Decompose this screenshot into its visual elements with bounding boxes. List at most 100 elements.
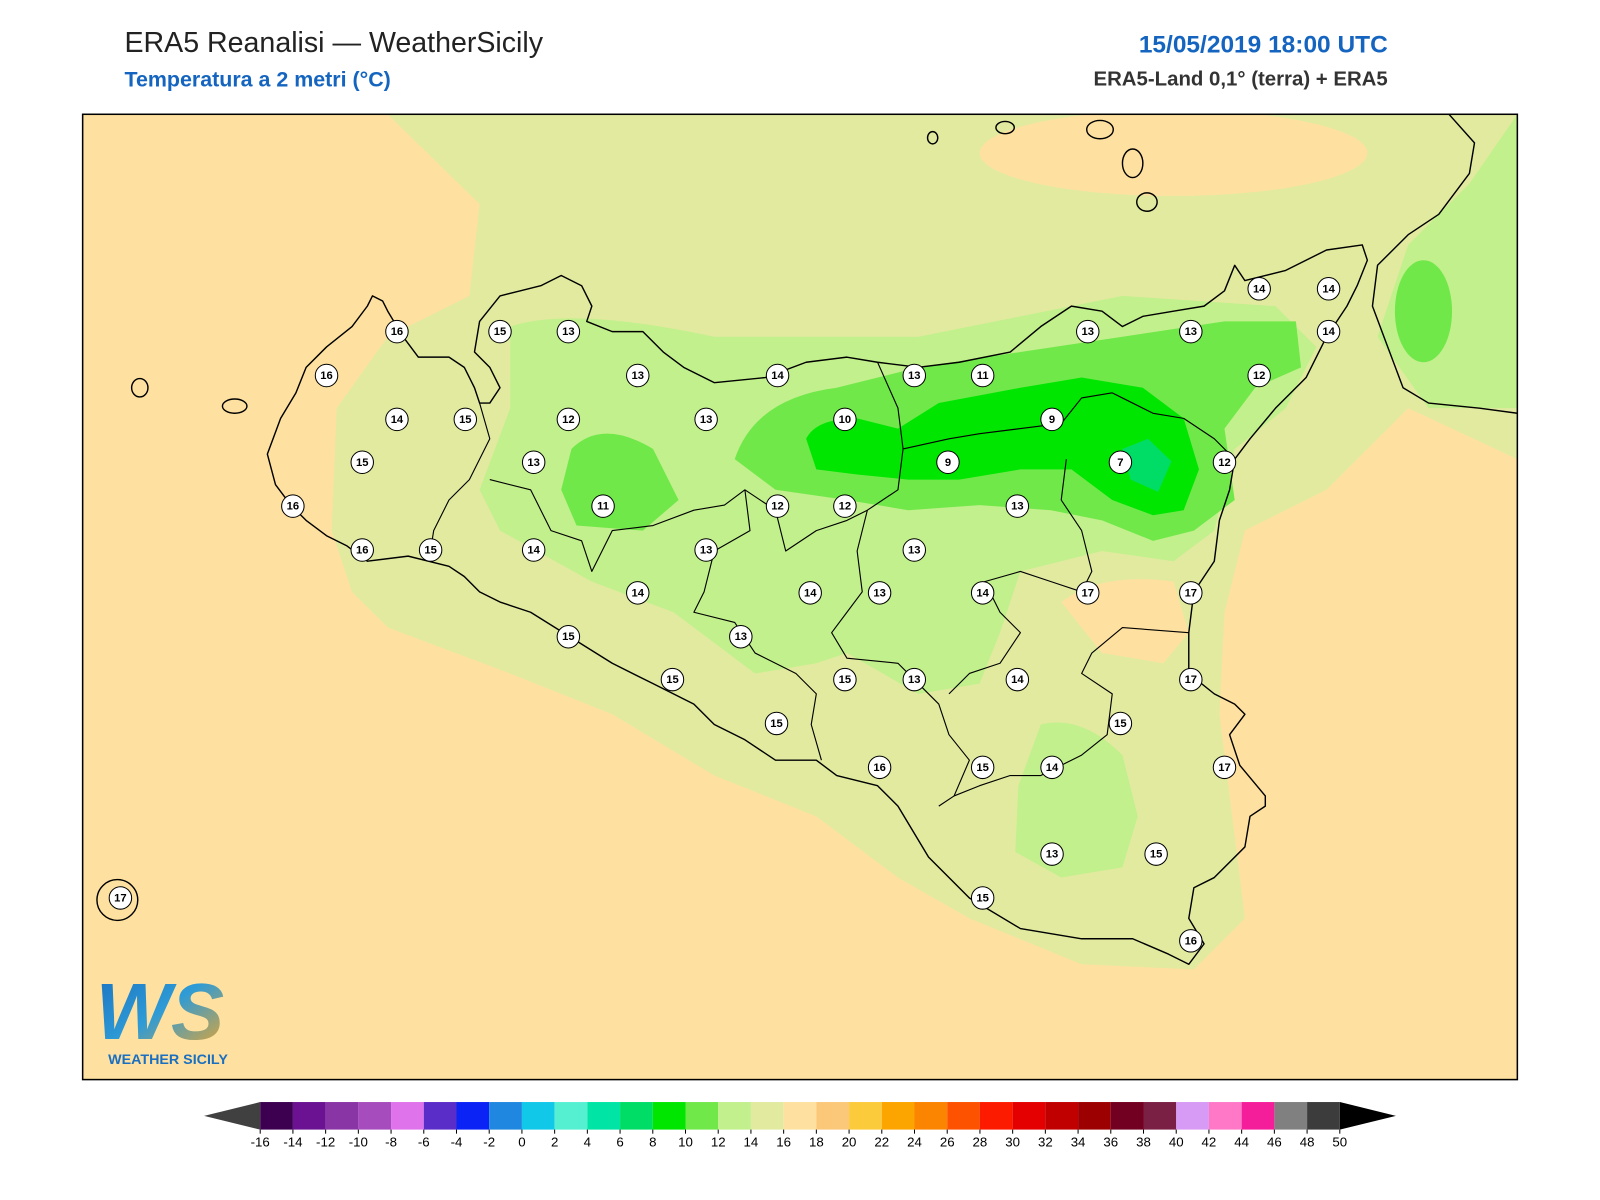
station-marker	[970, 755, 995, 780]
station-marker	[1005, 667, 1030, 692]
station-marker	[765, 363, 790, 388]
colorbar-label: 50	[1332, 1134, 1347, 1149]
colorbar-label: 44	[1234, 1134, 1249, 1149]
station-value: 17	[1185, 674, 1197, 686]
colorbar-cell	[358, 1102, 392, 1130]
colorbar-cell	[1307, 1102, 1340, 1130]
station-value: 11	[977, 370, 989, 382]
station-marker	[660, 667, 685, 692]
station-marker	[281, 494, 305, 518]
colorbar-label: -4	[451, 1134, 463, 1149]
station-marker	[1247, 277, 1271, 301]
colorbar-cell	[1012, 1102, 1046, 1130]
colorbar-cell	[325, 1102, 359, 1130]
island	[926, 130, 939, 145]
colorbar-cell	[979, 1102, 1013, 1130]
colorbar-cell	[260, 1102, 293, 1130]
colorbar-label: 40	[1169, 1134, 1184, 1149]
station-value: 14	[632, 587, 645, 599]
colorbar-label: 18	[809, 1134, 824, 1149]
contour-fill	[806, 377, 1199, 516]
colorbar-cell	[391, 1102, 424, 1130]
colorbar-label: 30	[1005, 1134, 1020, 1149]
colorbar-cell	[783, 1102, 817, 1130]
station-marker	[1179, 667, 1203, 692]
station-value: 16	[1185, 935, 1197, 947]
coastline	[266, 244, 1369, 965]
province-border	[948, 459, 1093, 695]
station-marker	[694, 538, 718, 562]
subtitle: Temperatura a 2 metri (°C)	[124, 68, 390, 92]
station-value: 12	[562, 414, 574, 426]
station-value: 13	[908, 545, 920, 557]
colorbar-label: 34	[1071, 1134, 1086, 1149]
station-value: 14	[1253, 283, 1266, 295]
colorbar-cell	[849, 1102, 882, 1130]
station-marker	[936, 450, 960, 474]
station-marker	[1076, 581, 1100, 605]
station-marker	[970, 581, 995, 605]
colorbar-label: 10	[678, 1134, 693, 1149]
station-value: 15	[976, 762, 988, 774]
station-marker	[556, 625, 581, 649]
station-marker	[556, 319, 581, 344]
island	[96, 878, 139, 922]
station-value: 14	[804, 587, 817, 599]
colorbar-cell	[292, 1102, 326, 1130]
colorbar-label: -10	[349, 1134, 368, 1149]
station-value: 15	[1150, 849, 1162, 861]
station-marker	[350, 538, 374, 562]
station-value: 14	[1322, 283, 1335, 295]
contour-fill	[1122, 438, 1172, 492]
station-marker	[1179, 581, 1203, 605]
colorbar-cell	[1208, 1102, 1242, 1130]
province-border	[831, 362, 970, 807]
station-value: 17	[1185, 587, 1197, 599]
station-value: 13	[1185, 326, 1197, 338]
colorbar-cell	[1045, 1102, 1079, 1130]
station-marker	[867, 755, 892, 780]
colorbar-cell	[718, 1102, 751, 1130]
station-marker	[729, 625, 753, 649]
station-value: 12	[1218, 457, 1230, 469]
colorbar-cell	[1078, 1102, 1111, 1130]
station-value: 12	[771, 501, 783, 513]
station-marker	[1247, 363, 1271, 388]
map: 16 15 13 16 13 14 13 11 13 13 14 14 14 12 14 15 12 13 10 9 1…	[82, 114, 1518, 1080]
station-value: 17	[114, 892, 126, 904]
station-marker	[1212, 450, 1237, 474]
colorbar-label: 42	[1202, 1134, 1217, 1149]
colorbar-label: 32	[1038, 1134, 1053, 1149]
station-value: 15	[839, 674, 851, 686]
province-border	[430, 402, 491, 551]
station-marker	[1179, 319, 1203, 344]
station-marker	[626, 363, 650, 388]
station-value: 10	[839, 414, 851, 426]
station-marker	[902, 363, 927, 388]
logo-initials: WS	[96, 967, 224, 1056]
station-marker	[833, 494, 857, 518]
station-marker	[521, 538, 546, 562]
station-marker	[350, 450, 374, 474]
province-border	[953, 626, 1189, 797]
station-value: 17	[1082, 587, 1094, 599]
colorbar-cell	[881, 1102, 915, 1130]
source: ERA5-Land 0,1° (terra) + ERA5	[1093, 69, 1387, 91]
title: ERA5 Reanalisi — WeatherSicily	[124, 27, 543, 59]
station-marker	[1108, 450, 1133, 474]
station-marker	[385, 319, 409, 344]
station-value: 14	[771, 370, 784, 382]
logo-name: WEATHER SICILY	[108, 1052, 228, 1068]
station-marker	[108, 886, 133, 910]
station-value: 13	[1082, 326, 1094, 338]
colorbar-label: 24	[907, 1134, 922, 1149]
station-marker	[591, 494, 615, 518]
colorbar-cell	[587, 1102, 621, 1130]
contour-fill	[1394, 260, 1453, 363]
station-value: 13	[908, 370, 920, 382]
colorbar-cell	[1274, 1102, 1308, 1130]
colorbar-label: -12	[316, 1134, 335, 1149]
station-value: 16	[873, 762, 885, 774]
logo: WS WEATHER SICILY	[96, 967, 228, 1068]
